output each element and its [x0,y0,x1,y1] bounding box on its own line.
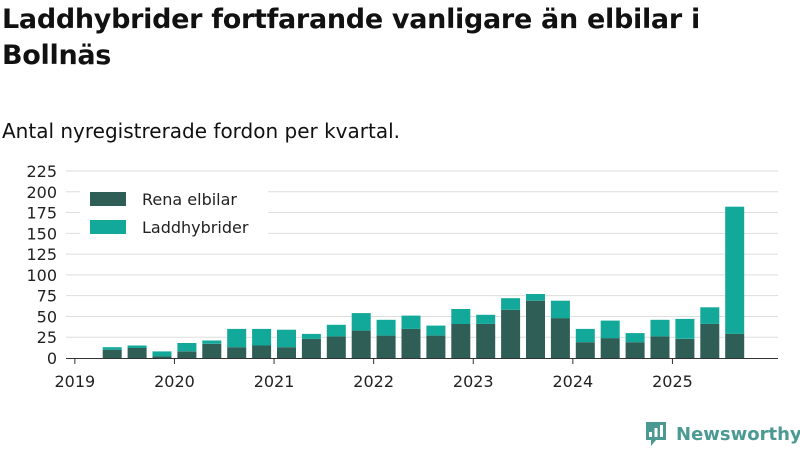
bar-rena-elbilar [526,300,545,358]
bar-rena-elbilar [277,347,296,358]
bar-laddhybrider [227,328,247,348]
y-tick-label: 175 [26,204,57,223]
bar-rena-elbilar [451,323,471,358]
bar-laddhybrider [625,333,645,343]
y-tick-label: 125 [26,245,57,264]
bar-laddhybrider [401,315,421,329]
bar-laddhybrider [650,319,670,337]
bar-laddhybrider [252,328,272,346]
bar-laddhybrider [476,314,496,324]
y-tick-label: 150 [26,224,57,243]
bar-rena-elbilar [252,345,272,358]
legend-label-rena-elbilar: Rena elbilar [142,190,237,209]
bar-rena-elbilar [127,348,147,358]
bar-laddhybrider [426,325,446,336]
bar-rena-elbilar [700,323,720,358]
bar-rena-elbilar [575,342,595,358]
x-tick-label: 2021 [254,372,295,391]
bar-laddhybrider [102,347,122,350]
bar-rena-elbilar [476,323,496,358]
bar-laddhybrider [526,294,545,301]
y-tick-label: 225 [26,162,57,181]
bar-rena-elbilar [725,333,745,358]
x-axis-ticks: 2019 2020 2021 2022 2023 2024 2025 [54,358,693,391]
bar-laddhybrider [152,351,172,357]
bar-laddhybrider [675,318,695,339]
bar-laddhybrider [575,328,595,343]
bar-laddhybrider [600,320,620,339]
bar-laddhybrider [550,300,570,319]
bar-rena-elbilar [102,349,122,358]
bar-laddhybrider [301,333,321,339]
y-tick-label: 25 [37,328,57,347]
bar-rena-elbilar [650,336,670,358]
bar-rena-elbilar [600,338,620,358]
legend: Rena elbilar Laddhybrider [80,186,268,242]
y-tick-label: 50 [37,307,57,326]
bar-rena-elbilar [177,351,197,358]
bar-rena-elbilar [401,328,421,358]
y-tick-label: 100 [26,266,57,285]
bars [102,206,745,358]
x-tick-label: 2022 [353,372,394,391]
x-tick-label: 2025 [652,372,693,391]
brand-name: Newsworthy [676,423,800,445]
bar-laddhybrider [376,319,396,336]
bar-laddhybrider [326,324,346,337]
bar-rena-elbilar [152,356,172,358]
bar-rena-elbilar [426,335,446,358]
y-tick-label: 0 [47,349,57,368]
brand-logo: Newsworthy [644,420,800,448]
bar-rena-elbilar [501,309,521,358]
bar-laddhybrider [351,313,371,331]
page-title: Laddhybrider fortfarande vanligare än el… [2,4,700,71]
newsworthy-logo-icon [646,422,666,446]
bar-laddhybrider [451,309,471,324]
bar-laddhybrider [700,307,720,324]
bar-laddhybrider [202,340,222,344]
x-tick-label: 2023 [453,372,494,391]
page-subtitle: Antal nyregistrerade fordon per kvartal. [2,119,401,143]
bar-laddhybrider [177,343,197,352]
bar-laddhybrider [725,206,745,334]
bar-laddhybrider [127,345,147,348]
x-tick-label: 2024 [552,372,593,391]
legend-swatch-laddhybrider [90,220,126,234]
legend-swatch-rena-elbilar [90,192,126,206]
bar-rena-elbilar [625,342,645,358]
bar-laddhybrider [501,298,521,310]
bar-laddhybrider [277,329,296,348]
bar-rena-elbilar [227,347,247,358]
bar-rena-elbilar [675,338,695,358]
x-tick-label: 2019 [54,372,95,391]
bar-rena-elbilar [326,336,346,358]
bar-rena-elbilar [202,343,222,358]
y-tick-label: 75 [37,287,57,306]
legend-label-laddhybrider: Laddhybrider [142,218,249,237]
bar-rena-elbilar [301,338,321,358]
bar-rena-elbilar [550,318,570,358]
x-tick-label: 2020 [154,372,195,391]
bar-rena-elbilar [351,330,371,358]
bar-rena-elbilar [376,335,396,358]
y-tick-label: 200 [26,183,57,202]
